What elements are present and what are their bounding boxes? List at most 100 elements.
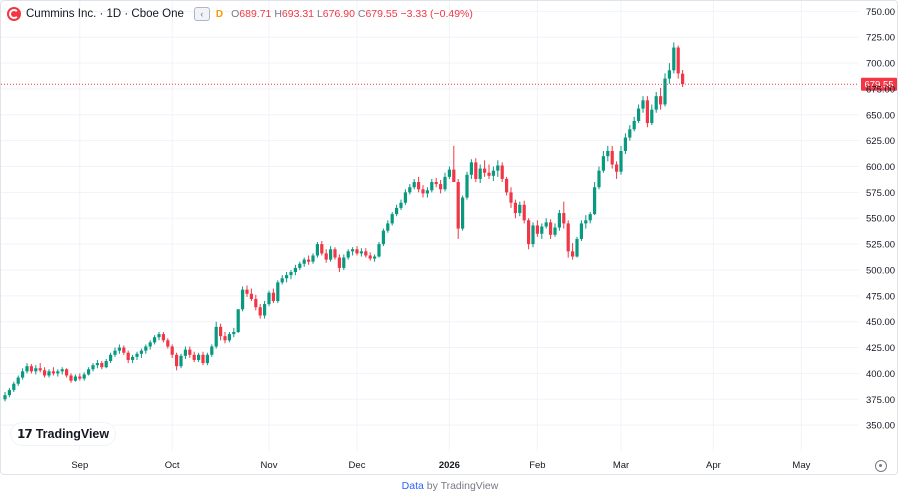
- candle: [434, 177, 438, 188]
- candle-body: [531, 225, 535, 245]
- time-axis[interactable]: Sep Oct Nov Dec 2026 Feb Mar Apr May: [71, 460, 810, 471]
- candle: [113, 347, 117, 357]
- tradingview-mark-icon: 𝟭𝟳: [17, 427, 33, 441]
- candlestick-chart[interactable]: 679.55 750.00 725.00 700.00 675.00 650.00 625…: [1, 1, 898, 475]
- candle: [249, 288, 253, 301]
- candle-body: [241, 289, 245, 310]
- candle: [276, 280, 280, 304]
- candle: [298, 261, 302, 270]
- candle: [659, 87, 663, 110]
- candle-body: [175, 354, 179, 367]
- candle-body: [329, 249, 333, 260]
- high-label: H: [274, 8, 282, 20]
- candle-body: [113, 350, 117, 355]
- candle-body: [29, 366, 33, 372]
- candle-body: [381, 230, 385, 245]
- candle-body: [263, 304, 267, 316]
- candle: [7, 387, 11, 398]
- candle: [227, 332, 231, 343]
- candle-body: [126, 352, 130, 360]
- candle: [588, 212, 592, 224]
- candle: [95, 359, 99, 369]
- price-tick-label: 525.00: [866, 240, 895, 251]
- footer-attribution: Data by TradingView: [0, 480, 900, 492]
- candle-body: [47, 371, 51, 376]
- candle-body: [509, 192, 513, 203]
- candle-body: [386, 223, 390, 231]
- candle: [619, 145, 623, 175]
- candle: [672, 42, 676, 74]
- candle: [56, 369, 60, 377]
- candle-body: [161, 334, 165, 341]
- candle: [557, 209, 561, 231]
- candle-body: [73, 376, 77, 381]
- candle: [65, 368, 69, 378]
- candle-body: [373, 256, 377, 259]
- settings-gear-icon[interactable]: [875, 460, 887, 472]
- candle: [117, 344, 121, 354]
- time-tick-label: May: [792, 460, 810, 471]
- candle: [417, 176, 421, 193]
- candle-body: [324, 253, 328, 260]
- price-axis[interactable]: 750.00 725.00 700.00 675.00 650.00 625.00 600.…: [866, 7, 895, 432]
- candle-body: [60, 369, 64, 372]
- candle: [500, 162, 504, 183]
- candle: [161, 332, 165, 343]
- candle-body: [320, 244, 324, 254]
- candle: [584, 215, 588, 229]
- candle: [355, 246, 359, 256]
- candle-body: [267, 292, 271, 305]
- candle: [38, 363, 42, 373]
- candle: [25, 363, 29, 374]
- collapse-legend-icon[interactable]: ‹: [193, 7, 210, 21]
- candle-body: [289, 272, 293, 276]
- candle: [311, 253, 315, 264]
- tradingview-logo[interactable]: 𝟭𝟳 TradingView: [11, 423, 116, 445]
- candle: [232, 327, 236, 338]
- candle-body: [615, 164, 619, 172]
- candle: [73, 374, 77, 382]
- candle-body: [659, 96, 663, 105]
- price-tick-label: 450.00: [866, 317, 895, 328]
- candle-body: [153, 337, 157, 343]
- candle-body: [214, 326, 218, 347]
- candle-body: [91, 365, 95, 370]
- candle: [258, 304, 262, 319]
- candle-body: [78, 376, 82, 379]
- candle: [29, 364, 33, 374]
- candle-body: [540, 226, 544, 234]
- candle-body: [601, 156, 605, 171]
- candle-body: [135, 353, 139, 357]
- candle: [676, 45, 680, 79]
- candle: [153, 335, 157, 345]
- time-tick-label: Nov: [261, 460, 278, 471]
- candle: [549, 219, 553, 239]
- candle: [170, 344, 174, 358]
- time-tick-label: Dec: [349, 460, 366, 471]
- candle-body: [351, 249, 355, 252]
- candle-body: [87, 369, 91, 375]
- candle-body: [518, 204, 522, 214]
- candle-body: [597, 170, 601, 188]
- candle: [82, 372, 86, 381]
- candle-body: [575, 238, 579, 257]
- candle-body: [474, 162, 478, 179]
- candle-body: [298, 263, 302, 268]
- price-tick-label: 375.00: [866, 395, 895, 406]
- candle-body: [245, 289, 249, 294]
- candle-body: [562, 213, 566, 224]
- candle-body: [285, 275, 289, 279]
- candle: [307, 255, 311, 265]
- candle: [465, 171, 469, 200]
- candle: [421, 185, 425, 198]
- candle-body: [170, 346, 174, 355]
- candle-body: [236, 309, 240, 333]
- candle-body: [377, 244, 381, 257]
- candle-body: [654, 96, 658, 110]
- candle-body: [179, 355, 183, 367]
- data-link[interactable]: Data: [401, 480, 424, 492]
- symbol-title[interactable]: Cummins Inc. · 1D · Cboe One: [26, 8, 184, 20]
- candle-body: [280, 278, 284, 283]
- candle-body: [249, 293, 253, 299]
- candle: [109, 352, 113, 364]
